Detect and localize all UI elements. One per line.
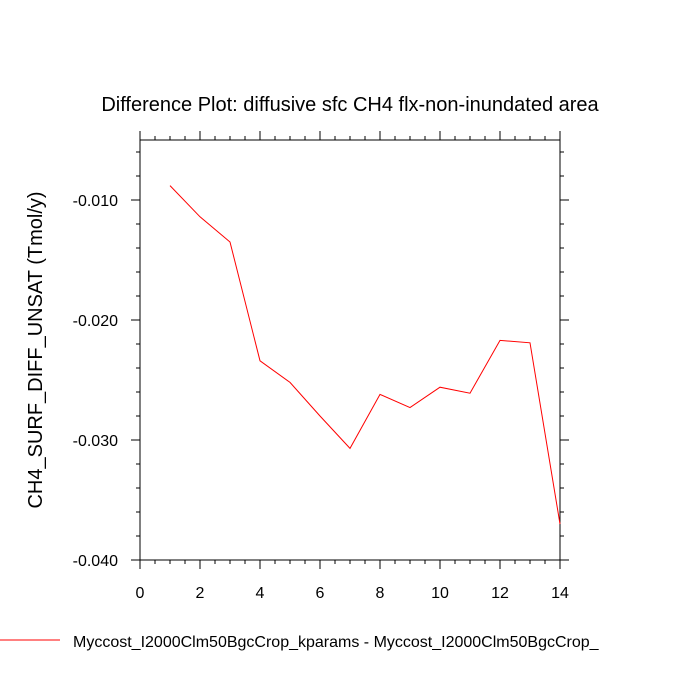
y-axis-label: CH4_SURF_DIFF_UNSAT (Tmol/y) xyxy=(25,191,47,508)
y-tick-label: -0.010 xyxy=(73,193,118,210)
x-tick-label: 4 xyxy=(256,585,265,602)
x-tick-label: 6 xyxy=(316,585,325,602)
x-tick-label: 0 xyxy=(136,585,145,602)
axis-ticks xyxy=(131,131,569,569)
x-tick-label: 10 xyxy=(431,585,449,602)
legend-label: Myccost_I2000Clm50BgcCrop_kparams - Mycc… xyxy=(73,634,600,651)
plot-frame xyxy=(139,139,561,561)
x-tick-label: 12 xyxy=(491,585,509,602)
legend: Myccost_I2000Clm50BgcCrop_kparams - Mycc… xyxy=(0,634,600,651)
x-tick-label: 2 xyxy=(196,585,205,602)
y-tick-label: -0.040 xyxy=(73,553,118,570)
series-group xyxy=(169,185,561,525)
series-line xyxy=(169,185,561,525)
x-tick-label: 8 xyxy=(376,585,385,602)
y-tick-label: -0.020 xyxy=(73,313,118,330)
x-tick-labels: 0 2 4 6 8 10 12 14 xyxy=(136,585,569,602)
chart-title: Difference Plot: diffusive sfc CH4 flx-n… xyxy=(101,94,599,116)
y-tick-labels: -0.040 -0.030 -0.020 -0.010 xyxy=(73,193,118,570)
x-tick-label: 14 xyxy=(551,585,569,602)
y-tick-label: -0.030 xyxy=(73,433,118,450)
